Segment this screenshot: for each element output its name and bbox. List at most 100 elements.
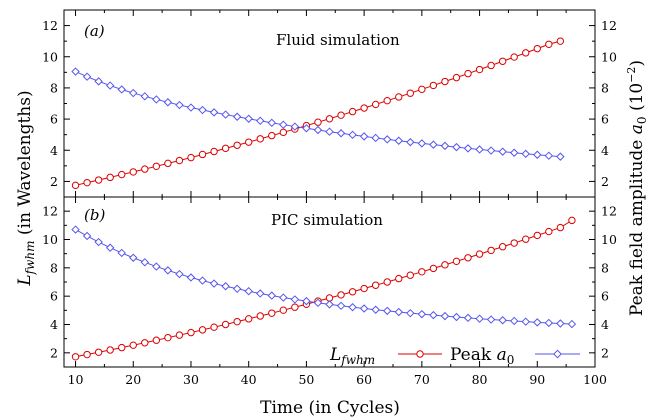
data-point-lfwhm <box>118 170 126 179</box>
panel-a-title: Fluid simulation <box>276 31 400 49</box>
y-tick-label-right: 10 <box>601 49 617 64</box>
data-point-lfwhm <box>164 333 172 342</box>
data-point-peak-a0 <box>429 310 438 320</box>
data-point-lfwhm <box>198 150 207 159</box>
y-tick-label-right: 2 <box>601 345 609 360</box>
data-point-peak-a0 <box>175 100 184 110</box>
data-point-peak-a0 <box>256 289 265 298</box>
data-point-peak-a0 <box>509 148 519 157</box>
data-point-peak-a0 <box>71 67 80 76</box>
data-point-peak-a0 <box>533 150 542 159</box>
legend-entry-lfwhm-sub: fwhm <box>340 353 375 367</box>
legend-entry-peak-var: a <box>497 345 507 365</box>
series-line-lfwhm-panel-b <box>75 219 573 358</box>
data-point-lfwhm <box>533 44 541 53</box>
data-point-lfwhm <box>83 350 91 359</box>
y-tick-label-left: 8 <box>50 260 58 275</box>
y-tick-label-left: 12 <box>42 18 58 33</box>
data-point-lfwhm <box>83 178 91 187</box>
data-point-lfwhm <box>522 49 530 57</box>
y-axis-right-exp: −2 <box>625 67 638 83</box>
data-point-lfwhm <box>141 165 149 173</box>
data-point-peak-a0 <box>486 146 496 155</box>
y-tick-label-left: 6 <box>50 112 58 127</box>
data-point-lfwhm <box>510 239 518 247</box>
data-point-lfwhm <box>452 73 461 82</box>
data-point-lfwhm <box>187 328 195 337</box>
data-point-peak-a0 <box>186 103 196 112</box>
data-point-lfwhm <box>325 115 334 123</box>
data-point-peak-a0 <box>348 303 357 312</box>
y-tick-label-right: 6 <box>601 289 609 304</box>
y-tick-label-left: 10 <box>42 49 58 64</box>
data-point-lfwhm <box>360 104 368 112</box>
data-series <box>71 37 577 361</box>
y-axis-left-rest: (in Wavelengths) <box>15 90 35 240</box>
data-point-peak-a0 <box>244 287 253 296</box>
data-point-peak-a0 <box>232 284 242 294</box>
y-tick-label-right: 12 <box>601 18 617 33</box>
data-point-peak-a0 <box>313 298 323 308</box>
y-axis-right-close: ) <box>627 60 647 67</box>
data-point-lfwhm <box>268 309 276 317</box>
legend-entry-peak-label: Peak a0 <box>450 345 514 367</box>
data-point-peak-a0 <box>452 142 461 152</box>
data-point-peak-a0 <box>440 311 450 321</box>
data-point-peak-a0 <box>406 308 415 318</box>
data-point-peak-a0 <box>117 85 126 94</box>
data-point-peak-a0 <box>336 301 346 311</box>
data-point-peak-a0 <box>394 307 403 317</box>
data-point-lfwhm <box>233 317 241 326</box>
data-point-peak-a0 <box>140 258 150 267</box>
x-tick-label: 80 <box>472 372 488 387</box>
data-point-peak-a0 <box>129 88 138 98</box>
data-point-lfwhm <box>244 315 253 323</box>
data-point-peak-a0 <box>394 136 403 145</box>
data-point-peak-a0 <box>417 309 427 319</box>
data-point-peak-a0 <box>383 306 392 316</box>
data-point-lfwhm <box>118 343 126 352</box>
x-tick-label: 20 <box>125 372 141 387</box>
data-point-peak-a0 <box>198 276 207 285</box>
y-tick-label-left: 12 <box>42 204 58 219</box>
series-line-lfwhm-panel-a <box>75 40 561 186</box>
y-tick-label-right: 6 <box>601 112 609 127</box>
data-point-lfwhm <box>487 61 495 70</box>
legend: Lfwhm Peak a0 <box>329 345 580 367</box>
data-point-lfwhm <box>256 135 264 143</box>
data-point-peak-a0 <box>463 313 473 323</box>
y-tick-label-right: 8 <box>601 80 609 95</box>
data-point-lfwhm <box>129 168 137 176</box>
data-point-peak-a0 <box>267 118 276 128</box>
data-point-lfwhm <box>556 223 565 232</box>
data-point-lfwhm <box>94 348 103 356</box>
data-point-lfwhm <box>210 323 218 331</box>
data-point-peak-a0 <box>463 144 473 153</box>
data-point-peak-a0 <box>452 312 461 322</box>
data-point-lfwhm <box>175 156 184 165</box>
data-point-peak-a0 <box>290 122 300 131</box>
data-point-peak-a0 <box>244 114 253 123</box>
data-point-lfwhm <box>152 336 161 344</box>
data-point-lfwhm <box>522 235 530 243</box>
y-tick-label-right: 4 <box>601 143 609 158</box>
data-point-lfwhm <box>94 176 103 184</box>
data-point-lfwhm <box>314 118 322 126</box>
data-point-lfwhm <box>279 306 288 314</box>
data-point-peak-a0 <box>556 319 565 328</box>
data-point-lfwhm <box>441 77 449 86</box>
data-point-lfwhm <box>348 288 357 296</box>
data-point-peak-a0 <box>359 132 369 141</box>
data-point-peak-a0 <box>302 296 311 306</box>
data-point-lfwhm <box>418 268 426 276</box>
data-point-peak-a0 <box>440 141 450 151</box>
panel-b-label: (b) <box>84 206 105 224</box>
data-point-peak-a0 <box>129 253 138 262</box>
y-tick-label-right: 8 <box>601 260 609 275</box>
y-axis-left-sub: fwhm <box>23 240 37 275</box>
data-point-lfwhm <box>383 96 391 105</box>
data-point-peak-a0 <box>163 98 173 107</box>
data-point-peak-a0 <box>221 282 230 291</box>
data-point-lfwhm <box>360 284 368 293</box>
data-point-peak-a0 <box>567 319 577 329</box>
